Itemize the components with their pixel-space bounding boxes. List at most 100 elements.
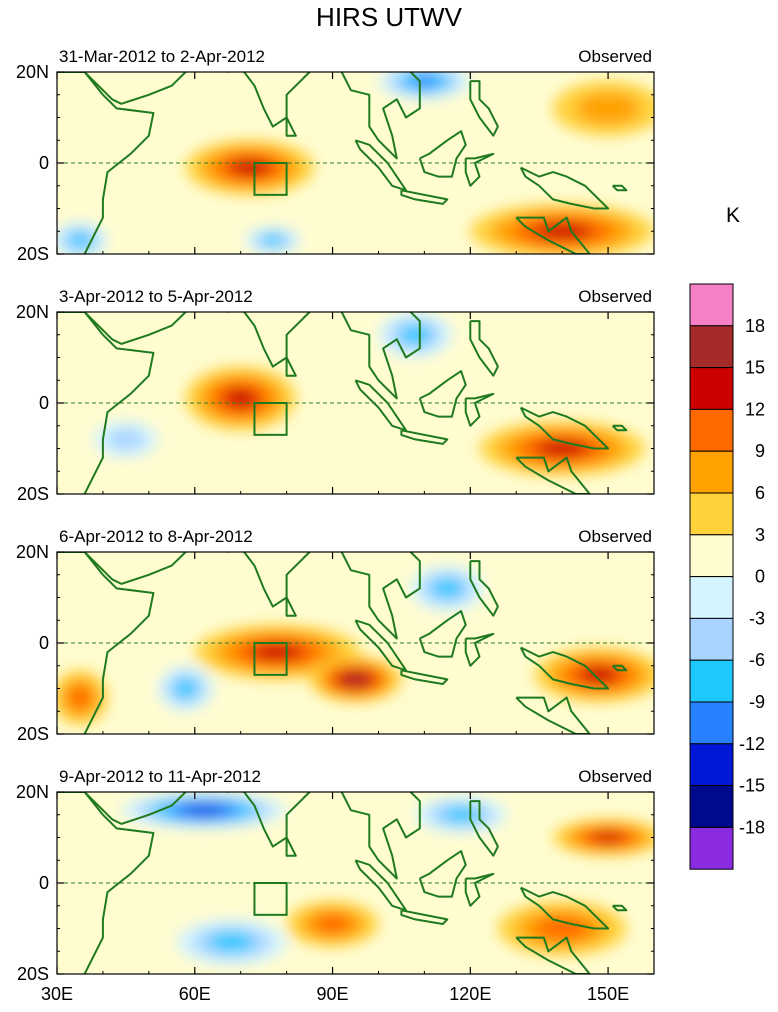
colorbar-swatch [689,617,734,661]
colorbar-swatch [689,450,734,494]
colorbar-tick-label: -12 [739,734,765,754]
coastline [418,370,467,418]
panel-date-range: 9-Apr-2012 to 11-Apr-2012 [59,767,261,786]
y-tick-label: 20S [17,244,49,264]
anomaly-contour [578,666,620,684]
x-tick-label: 30E [41,984,73,1004]
anomaly-contour [174,679,197,698]
x-tick-label: 90E [317,984,349,1004]
colorbar-tick-label: -18 [739,817,765,837]
coastlines [57,792,628,974]
coastline [57,792,155,974]
coastline [400,669,449,685]
coastline [469,560,499,617]
coastline [285,117,297,137]
coastline [519,646,610,690]
colorbar-swatch [689,701,734,745]
colorbar-swatch [689,408,734,452]
colorbar-swatch [689,283,734,327]
coastline [57,312,155,494]
y-tick-label: 0 [39,153,49,173]
anomaly-contour [400,325,431,345]
anomaly-contour [590,831,626,844]
panel-date-range: 6-Apr-2012 to 8-Apr-2012 [59,527,253,546]
y-tick-label: 0 [39,873,49,893]
coastline [285,597,297,617]
colorbar-tick-label: 6 [755,483,765,503]
study-box [253,162,288,196]
coastlines [57,72,628,254]
colorbar-tick-label: 0 [755,567,765,587]
panel-date-range: 31-Mar-2012 to 2-Apr-2012 [59,47,265,66]
coastline [612,424,628,432]
coastlines [57,552,628,734]
y-tick-label: 0 [39,393,49,413]
study-box [253,882,288,916]
colorbar-swatch [689,743,734,787]
coastline [57,552,155,734]
coastline [285,837,297,857]
coastline [226,552,311,608]
coastline [464,872,495,907]
coastline [464,152,495,187]
x-axis-labels: 30E 60E 90E 120E 150E [41,984,629,1004]
coastline [519,406,610,450]
coastline [612,184,628,192]
coastline [515,456,591,494]
map-panel: 20N 0 20S 6-Apr-2012 to 8-Apr-2012 Observed [16,527,655,744]
coastline [340,312,421,400]
coastline [83,72,187,105]
anomaly-contour [313,914,352,934]
coastline [226,312,311,368]
coastline [515,696,591,734]
colorbar-swatch [689,826,734,870]
coastline [285,357,297,377]
panel-label: Observed [578,767,652,786]
colorbar-tick-label: 18 [745,316,765,336]
colorbar-tick-label: -6 [749,650,765,670]
colorbar-tick-label: -3 [749,608,765,628]
x-tick-label: 60E [179,984,211,1004]
coastline [400,909,449,925]
coastline [612,904,628,912]
anomaly-contour [442,807,481,823]
colorbar-swatch [689,492,734,536]
anomaly-contour [251,643,304,661]
coastline [464,632,495,667]
coastline [469,320,499,377]
coastline [340,72,421,160]
coastline [340,792,421,880]
anomaly-contour [343,673,368,686]
map-panel: 20N 0 20S 3-Apr-2012 to 5-Apr-2012 Observed [16,287,655,504]
y-tick-label: 20N [16,302,49,322]
anomaly-contour [409,75,439,87]
y-tick-label: 20S [17,964,49,984]
coastline [226,792,311,848]
anomaly-contour [68,232,92,248]
colorbar-swatch [689,785,734,828]
colorbar-swatch [689,659,734,703]
figure-title: HIRS UTWV [316,2,463,32]
study-box [253,402,288,436]
coastline [418,610,467,658]
x-tick-label: 150E [587,984,629,1004]
coastline [515,216,591,254]
coastline [83,792,187,825]
panel-label: Observed [578,287,652,306]
anomaly-contour [68,686,92,709]
map-panel: 20N 0 20S 9-Apr-2012 to 11-Apr-2012 Observed [16,767,655,984]
y-tick-label: 20N [16,62,49,82]
coastline [519,886,610,930]
colorbar-tick-label: 15 [745,358,765,378]
coastline [515,936,591,974]
anomaly-contour [182,805,226,815]
anomaly-field [57,72,654,254]
anomaly-contour [535,917,589,940]
colorbar-tick-label: 9 [755,441,765,461]
colorbar-tick-label: 12 [745,399,765,419]
colorbar-swatch [689,367,734,410]
anomaly-contour [223,388,259,409]
colorbar-swatch [689,325,734,369]
coastlines [57,312,628,494]
coastline [400,429,449,445]
